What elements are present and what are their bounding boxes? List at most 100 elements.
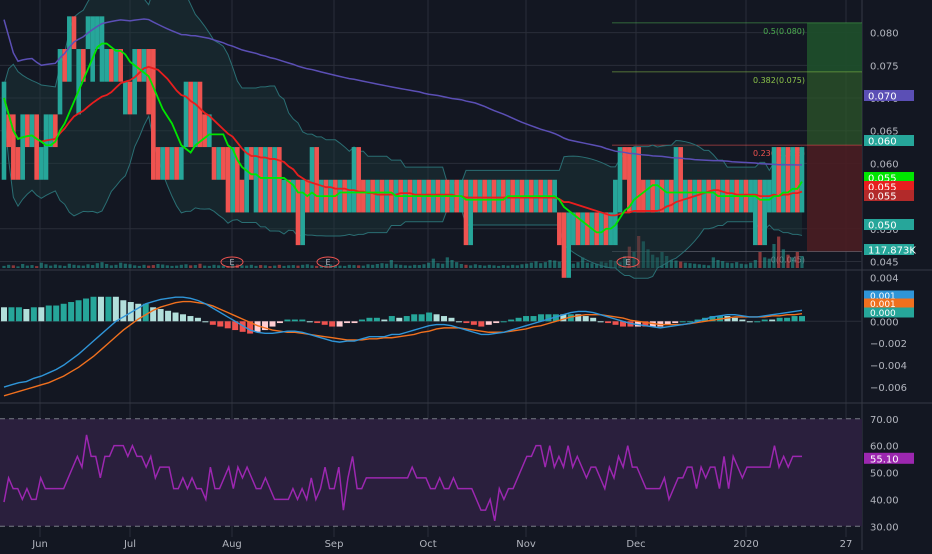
volume-bar: [366, 264, 370, 268]
price-tick-label: 0.080: [870, 29, 899, 40]
volume-bar: [198, 263, 202, 268]
candle: [496, 179, 501, 213]
macd-histogram-bar: [575, 314, 582, 322]
candle: [762, 179, 767, 246]
volume-bar: [179, 264, 183, 268]
earnings-marker: [220, 256, 244, 268]
volume-bar: [716, 260, 720, 268]
macd-histogram-bar: [493, 321, 500, 324]
macd-histogram-bar: [672, 321, 679, 324]
macd-histogram-bar: [358, 319, 365, 322]
candle: [566, 212, 571, 278]
candle: [151, 49, 156, 180]
volume-bar: [156, 264, 160, 268]
candle: [207, 114, 212, 148]
candle: [613, 179, 618, 246]
candle: [711, 179, 716, 213]
macd-badge-label: 0.001: [870, 300, 896, 310]
volume-bar: [543, 262, 547, 268]
macd-histogram-bar: [567, 314, 574, 322]
candle: [118, 49, 123, 82]
candle: [104, 49, 109, 82]
x-tick-label: Jun: [31, 539, 48, 550]
candle: [1, 81, 7, 180]
price-badge-label: 0.055: [868, 174, 897, 185]
earnings-label: E: [325, 258, 330, 267]
volume-bar: [259, 265, 263, 268]
macd-histogram-bar: [135, 303, 142, 322]
macd-histogram-bar: [470, 321, 477, 325]
macd-histogram-bar: [582, 316, 589, 322]
candle: [174, 147, 179, 180]
volume-bar: [44, 264, 48, 268]
macd-histogram-bar: [23, 309, 30, 322]
candle: [627, 147, 632, 213]
candle: [501, 179, 506, 213]
candle: [244, 147, 249, 213]
candle: [249, 147, 254, 180]
candle: [71, 16, 77, 50]
bollinger-upper: [3, 0, 803, 184]
volume-bar: [431, 258, 435, 268]
macd-histogram-bar: [664, 321, 671, 325]
candle: [365, 179, 371, 213]
ma-50-line: [3, 65, 803, 217]
candle: [272, 147, 277, 213]
volume-bar: [128, 264, 132, 268]
volume-bar: [702, 264, 706, 268]
volume-bar: [739, 263, 743, 268]
volume-bar: [571, 263, 575, 268]
volume-bar: [291, 265, 295, 268]
price-badge: [864, 181, 914, 192]
macd-histogram-bar: [90, 296, 97, 322]
price-badge: [864, 135, 914, 146]
macd-histogram-bar: [537, 314, 544, 322]
volume-bar: [772, 244, 776, 268]
volume-bar: [623, 256, 627, 268]
candle: [337, 179, 343, 213]
volume-bar: [63, 265, 67, 268]
ma-20-line: [3, 42, 803, 234]
candle: [361, 179, 366, 213]
macd-badge-label: 0.001: [870, 292, 896, 302]
macd-badge: [864, 298, 914, 309]
volume-bar: [123, 263, 127, 268]
earnings-label: E: [625, 258, 630, 267]
macd-histogram-bar: [620, 321, 627, 327]
macd-histogram-bar: [53, 305, 60, 322]
macd-histogram-bar: [299, 319, 306, 322]
volume-bar: [11, 265, 15, 268]
macd-badge: [864, 290, 914, 301]
volume-bar: [296, 265, 300, 268]
volume-bar: [310, 265, 314, 268]
macd-histogram-bar: [426, 312, 433, 322]
volume-bar: [389, 260, 393, 268]
volume-bar: [161, 264, 165, 268]
volume-bar: [72, 264, 76, 268]
macd-signal-line: [3, 300, 803, 397]
macd-histogram-bar: [403, 316, 410, 322]
macd-histogram-bar: [329, 321, 336, 327]
price-tick-label: 0.060: [870, 159, 899, 170]
volume-bar: [609, 260, 613, 268]
price-tick-label: 0.045: [870, 257, 899, 268]
volume-bar: [273, 265, 277, 268]
bollinger-lower: [3, 111, 803, 279]
volume-bar: [203, 265, 207, 268]
candle: [753, 179, 758, 246]
fib-label: 0.5(0.080): [763, 27, 805, 36]
price-panel: 0.0800.0750.0700.0650.0600.0500.0450.5(0…: [0, 0, 916, 279]
macd-histogram-bar: [336, 321, 343, 327]
macd-histogram-bar: [746, 321, 753, 323]
volume-bar: [557, 261, 561, 268]
candle: [183, 81, 189, 148]
candle: [67, 16, 72, 82]
volume-bar: [329, 264, 333, 268]
volume-bar: [49, 265, 53, 268]
candle: [631, 147, 637, 213]
macd-histogram-bar: [642, 321, 649, 327]
candle: [291, 179, 296, 213]
macd-histogram-bar: [187, 316, 194, 322]
